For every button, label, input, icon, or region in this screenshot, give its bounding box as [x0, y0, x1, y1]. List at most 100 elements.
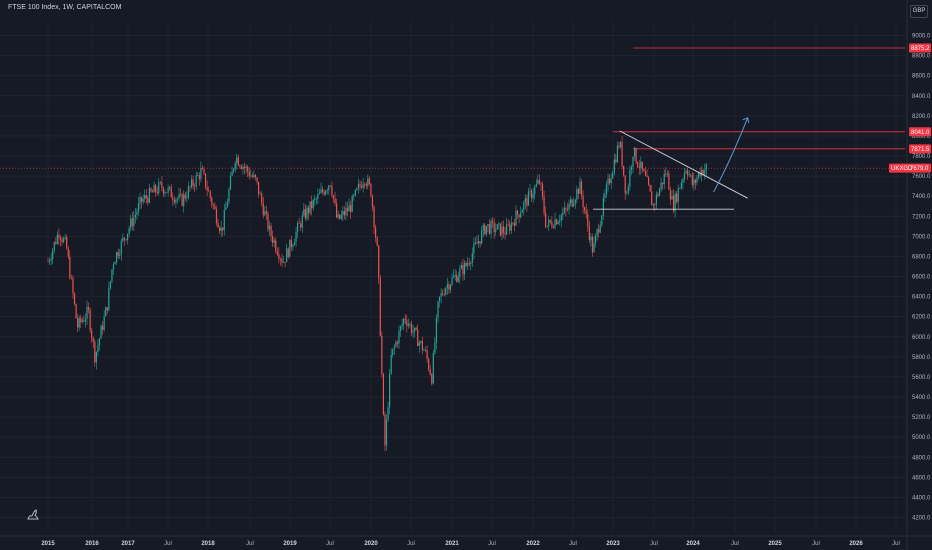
candle-body	[498, 223, 500, 225]
candle-body	[646, 175, 648, 178]
candle-body	[682, 179, 684, 183]
candle-body	[340, 214, 342, 219]
candle-body	[410, 323, 413, 333]
candle-body	[78, 317, 80, 328]
candle-body	[566, 209, 569, 211]
level-price-tag	[909, 127, 931, 137]
candle-body	[633, 147, 636, 157]
time-tick-label: Jul	[650, 541, 658, 547]
candle-body	[190, 179, 193, 187]
candle-body	[534, 186, 536, 195]
price-tick-label: 5800.0	[912, 355, 931, 361]
candle-body	[683, 172, 686, 180]
time-axis[interactable]: 2015 2016 Jul 2017 Jul 2018 Jul 2019 Jul 2020 Jul 2…	[41, 541, 900, 547]
candle-body	[655, 194, 657, 205]
time-tick-label: Jul	[892, 541, 900, 547]
candle-body	[194, 185, 196, 187]
price-tick-label: 7800.0	[912, 154, 931, 160]
candle-body	[128, 228, 130, 234]
drawing-layer	[593, 117, 750, 210]
candle-body	[348, 205, 350, 212]
currency-button[interactable]: GBP	[910, 5, 928, 18]
candle-body	[314, 198, 316, 200]
candle-body	[591, 236, 594, 253]
candle-body	[409, 323, 411, 325]
candle-body	[449, 284, 452, 290]
candle-body	[557, 221, 559, 225]
candle-body	[496, 224, 498, 230]
candle-body	[228, 189, 230, 203]
candle-body	[353, 195, 355, 197]
time-tick-label: 2017	[121, 541, 135, 547]
candle-body	[212, 204, 214, 206]
candle-body	[699, 172, 701, 176]
candle-body	[463, 262, 466, 275]
candle-body	[668, 173, 670, 190]
tradingview-logo-icon[interactable]	[26, 507, 40, 521]
candle-body	[527, 191, 530, 206]
candle-body	[50, 258, 52, 261]
candle-body	[518, 214, 520, 218]
candle-body	[601, 215, 603, 226]
candle-body	[151, 191, 154, 193]
level-price-tag	[909, 144, 931, 154]
candle-body	[365, 184, 367, 186]
candle-body	[580, 181, 583, 196]
candle-body	[501, 226, 503, 236]
candle-body	[343, 210, 345, 216]
candle-body	[453, 276, 455, 278]
time-tick-label: 2021	[445, 541, 459, 547]
price-axis[interactable]: 4200.0 4400.0 4600.0 4800.0 5000.0 5200.0 5400…	[912, 34, 931, 522]
time-tick-label: 2022	[526, 541, 540, 547]
candle-body	[144, 195, 146, 200]
time-tick-label: 2019	[283, 541, 297, 547]
candle-body	[225, 207, 227, 210]
candle-body	[259, 193, 261, 195]
candle-body	[376, 237, 378, 246]
price-tick-label: 7400.0	[912, 194, 931, 200]
time-tick-label: Jul	[488, 541, 496, 547]
candle-body	[234, 162, 236, 169]
price-tick-label: 6600.0	[912, 275, 931, 281]
candle-body	[61, 239, 63, 242]
candle-body	[229, 176, 232, 190]
candle-body	[272, 236, 274, 243]
candle-body	[264, 211, 266, 216]
candle-body	[86, 306, 88, 319]
last-price-value: 7679.0	[910, 166, 929, 172]
candle-body	[460, 265, 462, 269]
candle-body	[180, 194, 182, 195]
candle-body	[490, 220, 492, 234]
candle-body	[523, 202, 525, 211]
candle-body	[94, 341, 96, 363]
candle-body	[584, 207, 586, 211]
candle-body	[546, 225, 548, 227]
candle-body	[465, 262, 467, 266]
candle-body	[677, 188, 679, 203]
candle-body	[161, 182, 163, 188]
candle-body	[153, 185, 155, 193]
level-price-tag	[909, 43, 931, 53]
candle-body	[693, 179, 695, 185]
candle-body	[368, 178, 370, 184]
candle-body	[116, 252, 118, 263]
candle-body	[565, 208, 567, 210]
candle-body	[351, 196, 353, 213]
candle-body	[484, 224, 486, 235]
candle-body	[120, 240, 122, 255]
candle-body	[58, 234, 60, 238]
candle-body	[474, 242, 477, 244]
candle-body	[306, 207, 308, 219]
candle-body	[381, 335, 383, 374]
candle-body	[141, 197, 143, 202]
candle-body	[206, 187, 208, 191]
candle-body	[278, 254, 280, 259]
candle-body	[148, 188, 150, 203]
candle-body	[69, 256, 71, 278]
time-tick-label: 2015	[41, 541, 55, 547]
candle-body	[479, 241, 481, 244]
candle-body	[590, 236, 592, 241]
candle-body	[680, 182, 682, 189]
candle-body	[334, 198, 336, 204]
